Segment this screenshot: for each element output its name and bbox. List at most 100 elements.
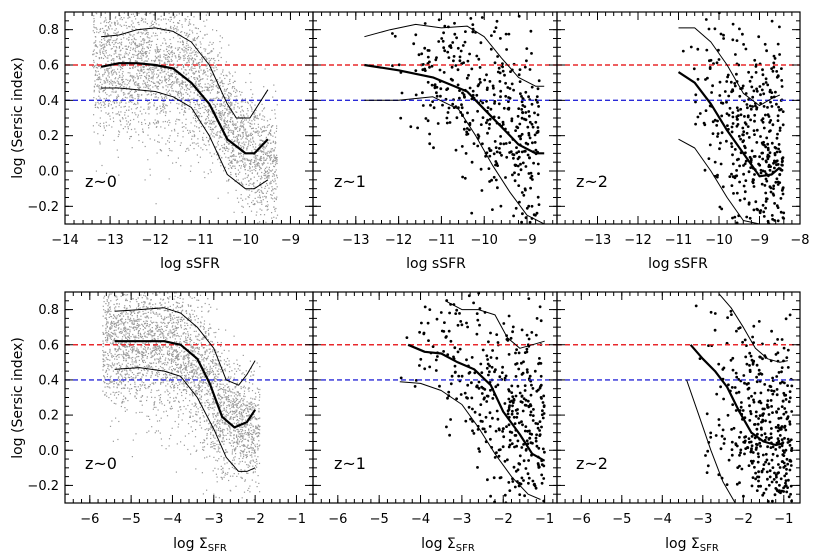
data-point <box>102 31 105 33</box>
data-point <box>520 108 524 111</box>
data-point <box>125 48 127 50</box>
data-point <box>99 76 101 78</box>
data-point <box>192 130 194 132</box>
data-point <box>141 113 143 115</box>
data-point <box>241 420 243 422</box>
data-point <box>123 56 125 58</box>
data-point <box>133 37 135 39</box>
data-point <box>137 116 139 118</box>
data-point <box>184 104 186 106</box>
data-point <box>736 109 740 112</box>
data-point <box>177 92 179 94</box>
data-point <box>275 157 277 159</box>
data-point <box>530 102 534 106</box>
data-point <box>243 424 246 426</box>
data-point <box>137 83 139 85</box>
data-point <box>136 32 138 34</box>
data-point <box>225 97 227 99</box>
data-point <box>764 113 767 117</box>
data-point <box>169 135 171 137</box>
data-point <box>198 111 200 113</box>
data-point <box>189 170 192 172</box>
data-point <box>200 125 203 128</box>
data-point <box>157 69 159 71</box>
data-point <box>114 71 116 73</box>
data-point <box>728 106 732 110</box>
data-point <box>527 204 531 208</box>
data-point <box>102 50 104 52</box>
data-point <box>102 44 104 46</box>
data-point <box>176 102 178 105</box>
data-point <box>124 105 126 107</box>
data-point <box>501 120 505 124</box>
data-point <box>718 205 722 209</box>
data-point <box>214 99 216 101</box>
data-point <box>437 40 441 43</box>
data-point <box>220 111 222 113</box>
data-point <box>119 119 121 121</box>
data-point <box>192 111 194 113</box>
data-point <box>111 91 113 93</box>
data-point <box>733 82 737 85</box>
data-point <box>224 105 226 107</box>
data-point <box>194 135 196 137</box>
data-point <box>155 66 157 68</box>
data-point <box>524 165 528 168</box>
data-point <box>189 130 191 132</box>
data-point <box>274 188 276 190</box>
data-point <box>118 47 120 49</box>
data-point <box>158 18 160 20</box>
data-point <box>194 77 196 79</box>
data-point <box>131 147 133 149</box>
data-point <box>155 122 158 124</box>
data-point <box>453 21 456 25</box>
data-point <box>244 98 246 100</box>
data-point <box>244 162 246 164</box>
data-point <box>225 146 227 148</box>
data-point <box>273 206 275 208</box>
data-point <box>119 85 121 87</box>
data-point <box>768 90 772 94</box>
data-point <box>176 341 178 343</box>
data-point <box>428 142 432 146</box>
data-point <box>144 123 147 125</box>
data-point <box>250 163 252 165</box>
data-point <box>241 109 243 111</box>
data-point <box>537 172 540 176</box>
data-point <box>259 113 261 115</box>
data-point <box>105 371 107 373</box>
data-point <box>177 359 179 361</box>
data-point <box>251 108 253 110</box>
data-point <box>254 398 256 400</box>
data-point <box>182 42 184 44</box>
data-point <box>180 371 182 373</box>
data-point <box>159 356 161 358</box>
data-point <box>169 75 171 77</box>
data-point <box>192 366 194 368</box>
data-point <box>218 91 220 93</box>
data-point <box>199 76 201 78</box>
data-point <box>274 113 276 115</box>
data-point <box>117 68 119 70</box>
data-point <box>259 183 261 185</box>
data-point <box>244 159 246 161</box>
data-point <box>99 97 101 99</box>
data-point <box>446 87 450 91</box>
data-point <box>185 127 187 129</box>
data-point <box>479 123 483 126</box>
data-point <box>730 130 734 134</box>
data-point <box>118 53 120 55</box>
data-point <box>124 45 126 47</box>
data-point <box>182 55 184 57</box>
data-point <box>123 369 126 371</box>
data-point <box>176 66 179 68</box>
data-point <box>195 80 197 82</box>
data-point <box>265 138 267 140</box>
data-point <box>182 44 184 46</box>
data-point <box>106 36 108 38</box>
data-point <box>220 81 222 83</box>
data-point <box>117 65 119 67</box>
data-point <box>501 69 505 73</box>
data-point <box>435 56 438 59</box>
data-point <box>218 111 220 113</box>
